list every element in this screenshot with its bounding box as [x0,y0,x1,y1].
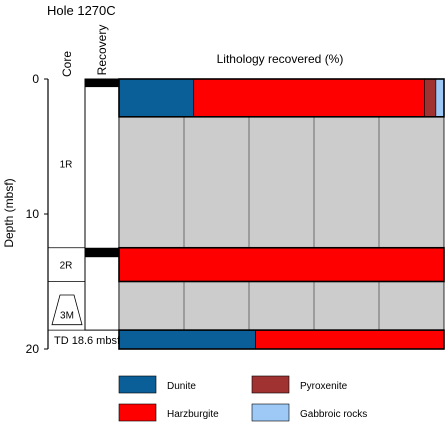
depth-tick-label: 10 [26,207,40,221]
legend-label-harzburgite: Harzburgite [167,409,219,420]
lithology-interval-outline [118,246,445,283]
chart-title: Hole 1270C [47,3,116,18]
core-column-header: Core [60,51,74,77]
core-label: 2R [60,261,73,272]
legend: Dunite Harzburgite Pyroxenite Gabbroic rock… [118,375,367,422]
depth-tick-label: 20 [26,342,40,356]
core-3m-shape [51,294,83,326]
core-label: 1R [60,159,73,170]
recovered-interval [85,247,119,258]
lithology-bar-gabbroic [435,78,445,118]
lithology-bar-pyroxenite [424,78,437,118]
recovery-column-header: Recovery [95,25,109,76]
legend-swatch-pyroxenite [251,375,290,394]
core-label: 3M [60,311,74,322]
recovered-interval [85,79,119,88]
core-column: 1R 2R 3M [48,159,119,331]
recovery-column [84,78,120,331]
legend-label-dunite: Dunite [167,381,196,392]
legend-label-pyroxenite: Pyroxenite [300,381,348,392]
lithology-interval-outline [118,78,445,118]
legend-swatch-dunite [118,375,157,394]
lithology-bar-harzburgite [118,247,445,282]
lithology-plot-area [118,78,445,350]
lithology-column-header: Lithology recovered (%) [217,52,344,66]
legend-swatch-harzburgite [118,403,157,422]
lithology-bar-dunite [118,329,256,350]
depth-axis-ticks: 0 10 20 [26,72,48,356]
legend-swatch-gabbroic [251,403,290,422]
total-depth-label: TD 18.6 mbsf [54,335,121,347]
recovery-column-frame [84,78,120,331]
legend-label-gabbroic: Gabbroic rocks [300,409,367,420]
depth-tick-label: 0 [32,72,39,86]
no-recovery-background [118,78,445,349]
lithology-bar-dunite [118,78,195,118]
depth-axis-label: Depth (mbsf) [2,178,16,247]
lithology-interval-outline [118,329,445,350]
lithology-bar-harzburgite [255,329,445,350]
lithology-bar-harzburgite [193,78,425,118]
